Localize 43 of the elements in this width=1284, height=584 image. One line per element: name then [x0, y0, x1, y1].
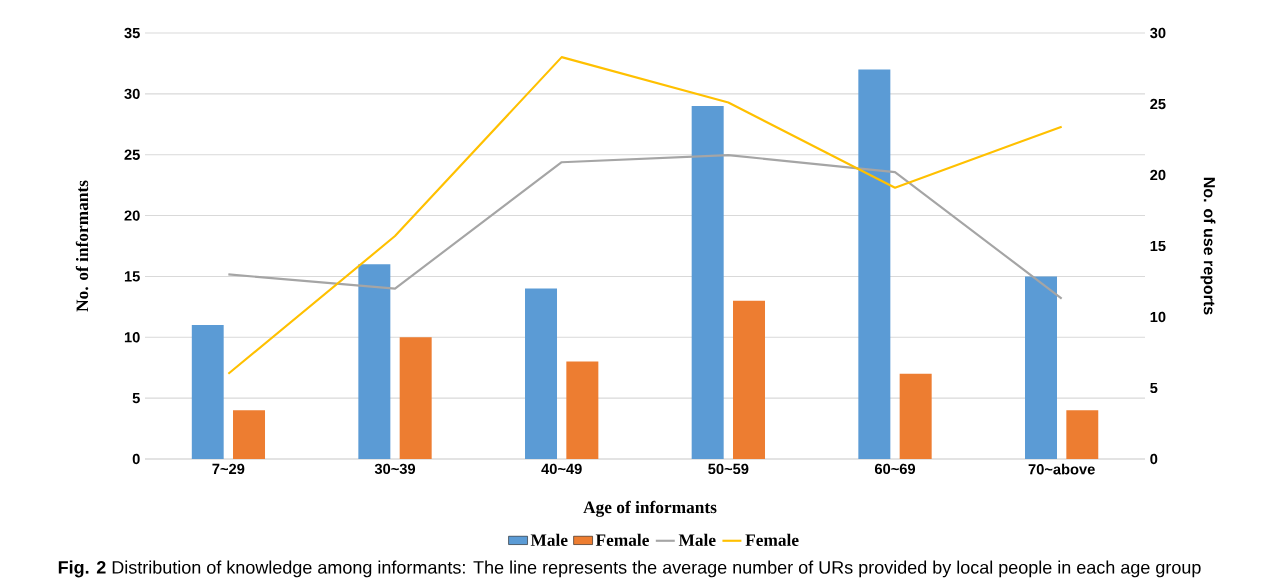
y2-tick-label: 30: [1150, 27, 1166, 39]
y2-tick-label: 20: [1150, 169, 1166, 181]
y-tick-label: 15: [124, 271, 140, 282]
y2-tick-label: 0: [1150, 453, 1158, 465]
legend-label: Female: [745, 533, 799, 546]
y2-tick-label: 10: [1150, 311, 1166, 323]
bar: [191, 325, 224, 459]
line-series: [227, 56, 1063, 375]
line-series: [227, 154, 1063, 300]
bar: [566, 361, 599, 459]
bar: [233, 410, 266, 459]
y-tick-label: 20: [124, 210, 140, 221]
y-tick-label: 5: [132, 393, 140, 404]
x-tick-label: 70~above: [1028, 463, 1095, 475]
y2-tick-label: 5: [1150, 382, 1158, 394]
y-tick-label: 35: [124, 27, 140, 39]
legend-label: Male: [530, 533, 568, 546]
y-tick-label: 0: [132, 453, 140, 465]
x-tick-label: 50~59: [708, 463, 749, 475]
y-tick-label: 30: [124, 88, 140, 100]
bar: [858, 69, 891, 459]
y-tick-label: 25: [124, 149, 140, 160]
bar: [399, 337, 432, 459]
legend-label: Male: [678, 533, 716, 546]
x-tick-label: 7~29: [212, 463, 245, 475]
bar: [691, 106, 724, 459]
bar: [733, 300, 766, 459]
bar: [1066, 410, 1099, 459]
bar: [525, 288, 558, 459]
bar: [358, 264, 391, 459]
x-axis-title: Age of informants: [583, 500, 717, 517]
y-tick-label: 10: [124, 332, 140, 343]
bar: [899, 373, 932, 459]
y2-tick-label: 15: [1150, 240, 1166, 252]
text: Fig. 2 Distribution of knowledge among informants: The line represents the average number of URs provided by local people in each age group: [58, 560, 1201, 578]
legend-label: Female: [595, 533, 649, 546]
x-tick-label: 40~49: [541, 463, 582, 475]
bar: [1025, 276, 1058, 459]
x-tick-label: 30~39: [374, 463, 416, 475]
y2-tick-label: 25: [1150, 98, 1166, 110]
y2-axis-title: No. of use reports: [1200, 177, 1216, 315]
y-axis-title: No. of informants: [75, 180, 89, 312]
x-tick-label: 60~69: [874, 463, 916, 475]
